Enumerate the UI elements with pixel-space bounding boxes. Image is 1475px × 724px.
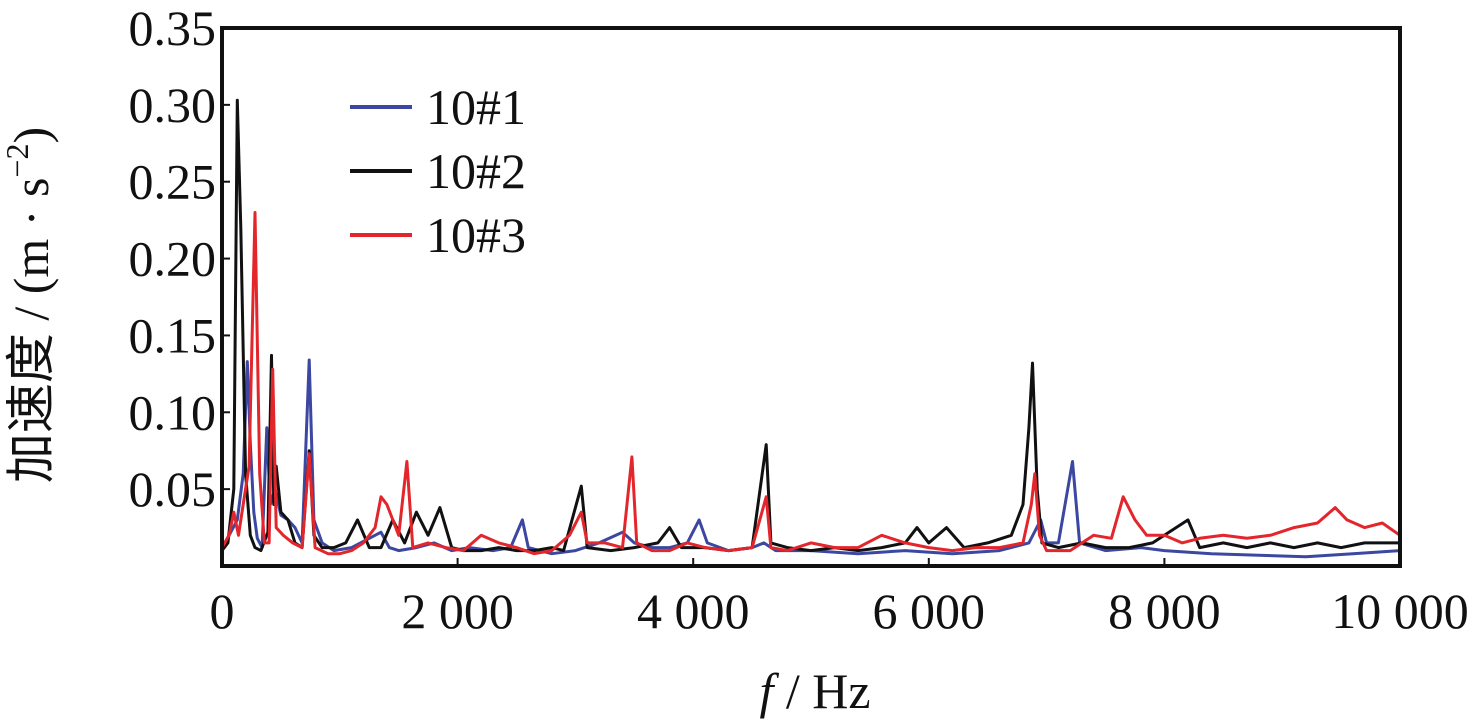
legend-label-1: 10#1	[426, 79, 526, 135]
y-tick-label: 0.15	[129, 307, 217, 363]
y-tick-label: 0.30	[129, 77, 217, 133]
y-axis-label: 加速度 / (m · s−2)	[0, 127, 59, 483]
x-tick-label: 2 000	[401, 583, 514, 639]
x-tick-label: 8 000	[1108, 583, 1221, 639]
x-tick-label: 0	[210, 583, 235, 639]
y-tick-label: 0.35	[129, 0, 217, 56]
legend-label-2: 10#2	[426, 143, 526, 199]
legend-label-3: 10#3	[426, 207, 526, 263]
x-axis-unit: / Hz	[773, 663, 870, 719]
legend: 10#1 10#2 10#3	[350, 79, 526, 263]
y-tick-label: 0.20	[129, 231, 217, 287]
y-axis-label-close: )	[3, 127, 59, 144]
y-tick-label: 0.05	[129, 461, 217, 517]
y-axis-label-superscript: −2	[0, 144, 35, 178]
y-tick-label: 0.25	[129, 154, 217, 210]
ticks-layer: 0 2 000 4 000 6 000 8 000 10 000 0.05 0.10 0.15 0…	[129, 0, 1469, 639]
series-line-3	[220, 211, 1401, 556]
series-line-2	[220, 98, 1400, 553]
series-layer	[220, 98, 1401, 559]
y-axis-label-main: 加速度 / (m · s	[3, 178, 59, 484]
x-tick-label: 4 000	[637, 583, 750, 639]
plot-frame	[220, 26, 1402, 568]
x-tick-label: 6 000	[873, 583, 986, 639]
y-tick-label: 0.10	[129, 384, 217, 440]
x-axis-label: f / Hz	[759, 663, 870, 719]
x-tick-label: 10 000	[1331, 583, 1469, 639]
